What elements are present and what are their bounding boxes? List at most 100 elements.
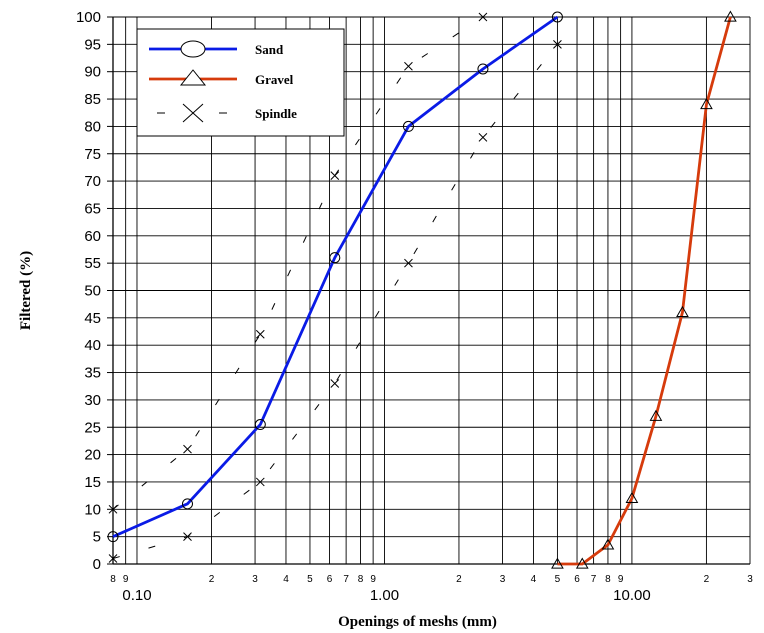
x-minor-tick-label: 6 <box>327 574 333 585</box>
legend-spindle-marker <box>182 103 204 123</box>
gravel-point <box>700 98 713 110</box>
y-tick-label: 35 <box>84 365 101 382</box>
sand-point <box>551 11 563 23</box>
y-tick-label: 60 <box>84 228 101 245</box>
x-stroke-b <box>108 554 118 563</box>
y-tick-label: 30 <box>84 392 101 409</box>
y-tick-label: 40 <box>84 337 101 354</box>
x-stroke-b <box>108 504 118 514</box>
x-axis-title: Openings of meshs (mm) <box>338 614 497 630</box>
x-stroke-b <box>255 477 265 487</box>
x-stroke-b <box>404 61 413 71</box>
x-minor-tick-label: 8 <box>605 574 611 585</box>
y-tick-label: 80 <box>84 118 101 135</box>
series-layer <box>107 10 737 569</box>
x-minor-tick-label: 7 <box>343 574 349 585</box>
x-stroke-b <box>553 39 562 49</box>
gravel-point <box>649 409 663 421</box>
y-tick-label: 15 <box>84 474 101 491</box>
spindle-upper-point <box>330 171 340 180</box>
sand-point <box>329 252 341 264</box>
x-stroke-b <box>404 258 413 268</box>
y-tick-label: 70 <box>84 173 101 190</box>
gravel-point <box>601 538 615 550</box>
legend-sand-marker <box>180 40 206 58</box>
gravel-point <box>575 557 589 569</box>
sand-point <box>402 120 414 132</box>
x-stroke-b <box>330 379 340 388</box>
x-minor-tick-label: 8 <box>358 574 364 585</box>
spindle-lower-point <box>183 532 192 542</box>
spindle-upper-point <box>255 329 265 339</box>
x-major-tick-label: 1.00 <box>370 587 399 604</box>
x-minor-tick-label: 9 <box>618 574 624 585</box>
x-minor-tick-label: 4 <box>531 574 537 585</box>
grid-lines <box>112 16 751 565</box>
y-tick-label: 95 <box>84 36 101 53</box>
spindle-lower-point <box>330 379 340 388</box>
y-tick-label: 45 <box>84 310 101 327</box>
x-stroke-b <box>478 12 488 22</box>
x-minor-tick-label: 4 <box>283 574 289 585</box>
y-tick-label: 90 <box>84 64 101 81</box>
x-minor-tick-label: 5 <box>307 574 313 585</box>
x-stroke-b <box>478 132 488 142</box>
y-tick-label: 50 <box>84 283 101 300</box>
y-tick-label: 0 <box>93 556 101 573</box>
gravel-point <box>551 557 564 569</box>
spindle-upper-point <box>183 444 192 454</box>
y-tick-label: 100 <box>76 9 101 26</box>
spindle-lower-point <box>404 258 413 268</box>
x-minor-tick-label: 3 <box>747 574 753 585</box>
x-stroke-b <box>183 532 192 542</box>
legend-gravel-marker <box>179 69 207 86</box>
x-minor-tick-label: 2 <box>209 574 215 585</box>
sand-point <box>107 531 119 543</box>
y-axis-title: Filtered (%) <box>18 251 34 330</box>
spindle-lower-point <box>553 39 562 49</box>
sand-point <box>254 419 266 431</box>
x-minor-tick-label: 8 <box>110 574 116 585</box>
x-minor-tick-label: 9 <box>123 574 129 585</box>
spindle-lower-point <box>255 477 265 487</box>
y-tick-label: 20 <box>84 447 101 464</box>
sand-point <box>181 498 193 510</box>
y-tick-label: 25 <box>84 419 101 436</box>
tick-labels: 0510152025303540455055606570758085909510… <box>76 9 753 604</box>
sand-line <box>112 15 559 538</box>
x-stroke-b <box>183 444 192 454</box>
gravel-point <box>724 10 737 22</box>
spindle-lower-point <box>108 554 118 563</box>
gravel-line <box>557 16 732 566</box>
x-minor-tick-label: 9 <box>370 574 376 585</box>
legend-label-gravel: Gravel <box>255 72 294 87</box>
x-stroke-b <box>330 171 340 180</box>
spindle-upper-point <box>478 12 488 22</box>
y-tick-label: 75 <box>84 146 101 163</box>
x-minor-tick-label: 3 <box>500 574 506 585</box>
x-stroke-b <box>255 329 265 339</box>
y-tick-label: 85 <box>84 91 101 108</box>
sand-point <box>477 63 489 75</box>
y-tick-label: 65 <box>84 200 101 217</box>
spindle-upper-point <box>108 504 118 514</box>
gravel-point <box>625 491 639 503</box>
x-major-tick-label: 10.00 <box>613 587 651 604</box>
x-major-tick-label: 0.10 <box>122 587 151 604</box>
legend-label-spindle: Spindle <box>255 106 297 121</box>
legend: Sand Gravel Spindle <box>136 28 345 137</box>
gravel-point <box>676 305 689 318</box>
x-minor-tick-label: 5 <box>555 574 561 585</box>
x-stroke-b <box>182 103 204 123</box>
x-minor-tick-label: 7 <box>591 574 597 585</box>
axes <box>107 16 750 565</box>
x-minor-tick-label: 6 <box>574 574 580 585</box>
legend-box <box>136 28 345 137</box>
y-tick-label: 55 <box>84 255 101 272</box>
x-minor-tick-label: 2 <box>704 574 710 585</box>
x-minor-tick-label: 2 <box>456 574 462 585</box>
legend-label-sand: Sand <box>255 42 284 57</box>
x-minor-tick-label: 3 <box>252 574 258 585</box>
